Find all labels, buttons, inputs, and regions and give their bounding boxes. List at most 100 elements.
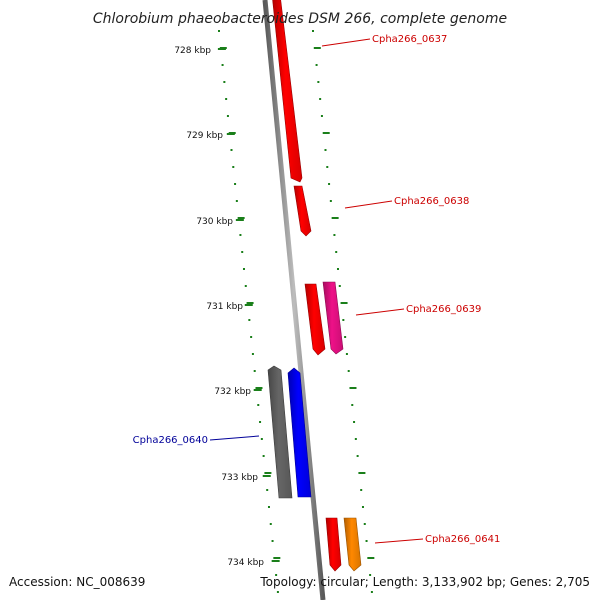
leader-line-cpha266-0640 xyxy=(209,435,260,441)
tick-mark-right-16 xyxy=(340,302,348,304)
tick-mark-right-28 xyxy=(361,506,364,508)
tick-mark-right-24 xyxy=(354,438,357,440)
topology-text: Topology: circular; Length: 3,133,902 bp… xyxy=(259,575,590,589)
tick-mark-right-9 xyxy=(328,183,331,185)
tick-mark-left-19 xyxy=(251,353,254,355)
tick-mark-left-13 xyxy=(241,251,244,253)
tick-mark-right-32 xyxy=(369,574,372,576)
kbp-label-733: 733 kbp xyxy=(221,473,258,483)
tick-mark-left-2 xyxy=(221,64,224,66)
tick-mark-right-3 xyxy=(317,81,320,83)
tick-mark-right-33 xyxy=(370,591,373,593)
tick-mark-left-11 xyxy=(237,217,245,219)
tick-mark-left-3 xyxy=(223,81,226,83)
tick-mark-right-20 xyxy=(347,370,350,372)
kbp-label-732: 732 kbp xyxy=(214,387,251,397)
tick-mark-right-17 xyxy=(342,319,345,321)
tick-mark-left-major-1 xyxy=(226,133,235,135)
tick-mark-left-18 xyxy=(250,336,253,338)
accession-text: Accession: NC_008639 xyxy=(9,575,145,589)
kbp-label-729: 729 kbp xyxy=(186,131,223,141)
tick-mark-right-13 xyxy=(335,251,338,253)
tick-mark-left-5 xyxy=(226,115,229,117)
tick-mark-right-0 xyxy=(312,30,314,32)
gene-label-cpha266-0640[interactable]: Cpha266_0640 xyxy=(133,435,208,446)
tick-mark-left-25 xyxy=(262,455,265,457)
tick-mark-left-16 xyxy=(246,302,254,304)
tick-mark-left-22 xyxy=(257,404,260,406)
tick-mark-left-27 xyxy=(266,489,269,491)
tick-mark-left-26 xyxy=(264,472,272,474)
tick-mark-right-5 xyxy=(320,115,323,117)
tick-mark-left-9 xyxy=(234,183,237,185)
tick-mark-right-26 xyxy=(358,472,366,474)
tick-mark-right-11 xyxy=(331,217,339,219)
gene-arrow-magenta[interactable] xyxy=(322,281,344,355)
tick-mark-left-33 xyxy=(276,591,279,593)
tick-mark-right-19 xyxy=(345,353,348,355)
gene-label-leaders xyxy=(209,38,424,544)
gene-arrow-orange[interactable] xyxy=(343,517,362,572)
tick-mark-left-21 xyxy=(255,387,263,389)
kbp-label-731: 731 kbp xyxy=(206,302,243,312)
kbp-labels: 728 kbp 729 kbp 730 kbp 731 kbp 732 kbp … xyxy=(174,46,264,568)
tick-mark-left-major-4 xyxy=(253,389,262,391)
tick-mark-left-15 xyxy=(244,285,247,287)
gene-arrow-cpha266-0641[interactable] xyxy=(325,517,342,572)
tick-mark-left-17 xyxy=(248,319,251,321)
kbp-label-728: 728 kbp xyxy=(174,46,211,56)
position-ticks xyxy=(217,30,375,593)
leader-line-cpha266-0637 xyxy=(321,38,371,47)
tick-mark-left-8 xyxy=(232,166,235,168)
tick-mark-left-24 xyxy=(260,438,263,440)
tick-mark-left-28 xyxy=(267,506,270,508)
genome-backbone xyxy=(262,0,326,600)
gene-arrow-gray[interactable] xyxy=(267,365,293,499)
gene-arrow-cpha266-0639[interactable] xyxy=(304,283,326,356)
tick-mark-right-4 xyxy=(319,98,322,100)
tick-mark-right-15 xyxy=(338,285,341,287)
tick-mark-right-1 xyxy=(313,47,321,49)
kbp-label-734: 734 kbp xyxy=(227,558,264,568)
tick-mark-left-major-2 xyxy=(235,219,244,221)
tick-mark-right-10 xyxy=(329,200,332,202)
gene-label-cpha266-0638[interactable]: Cpha266_0638 xyxy=(394,196,469,207)
tick-mark-left-major-0 xyxy=(217,48,226,50)
gene-label-cpha266-0637[interactable]: Cpha266_0637 xyxy=(372,34,447,45)
leader-line-cpha266-0638 xyxy=(344,200,393,209)
tick-mark-left-29 xyxy=(269,523,272,525)
leader-line-cpha266-0641 xyxy=(374,538,424,544)
gene-arrow-cpha266-0637[interactable] xyxy=(272,0,303,183)
tick-mark-right-27 xyxy=(360,489,363,491)
tick-mark-left-20 xyxy=(253,370,256,372)
tick-mark-right-8 xyxy=(326,166,329,168)
tick-mark-right-22 xyxy=(351,404,354,406)
gene-arrow-cpha266-0640[interactable] xyxy=(287,367,312,498)
tick-mark-left-4 xyxy=(225,98,228,100)
genome-title: Chlorobium phaeobacteroides DSM 266, com… xyxy=(93,11,507,27)
tick-mark-right-2 xyxy=(315,64,318,66)
tick-mark-left-7 xyxy=(230,149,233,151)
gene-labels: Cpha266_0637 Cpha266_0638 Cpha266_0639 C… xyxy=(133,34,501,545)
tick-mark-right-23 xyxy=(353,421,356,423)
gene-label-cpha266-0639[interactable]: Cpha266_0639 xyxy=(406,304,481,315)
tick-mark-left-23 xyxy=(259,421,262,423)
tick-mark-left-30 xyxy=(271,540,274,542)
tick-mark-left-major-5 xyxy=(262,475,271,477)
tick-mark-left-10 xyxy=(235,200,238,202)
tick-mark-right-6 xyxy=(322,132,330,134)
gene-label-cpha266-0641[interactable]: Cpha266_0641 xyxy=(425,534,500,545)
tick-mark-right-18 xyxy=(344,336,347,338)
tick-mark-left-32 xyxy=(275,574,278,576)
leader-line-cpha266-0639 xyxy=(355,308,405,316)
tick-mark-left-0 xyxy=(218,30,220,32)
tick-mark-left-31 xyxy=(273,557,281,559)
tick-mark-right-14 xyxy=(336,268,339,270)
tick-mark-right-12 xyxy=(333,234,336,236)
gene-arrow-cpha266-0638[interactable] xyxy=(293,185,312,237)
tick-mark-right-31 xyxy=(367,557,375,559)
tick-mark-left-12 xyxy=(239,234,242,236)
kbp-label-730: 730 kbp xyxy=(196,217,233,227)
